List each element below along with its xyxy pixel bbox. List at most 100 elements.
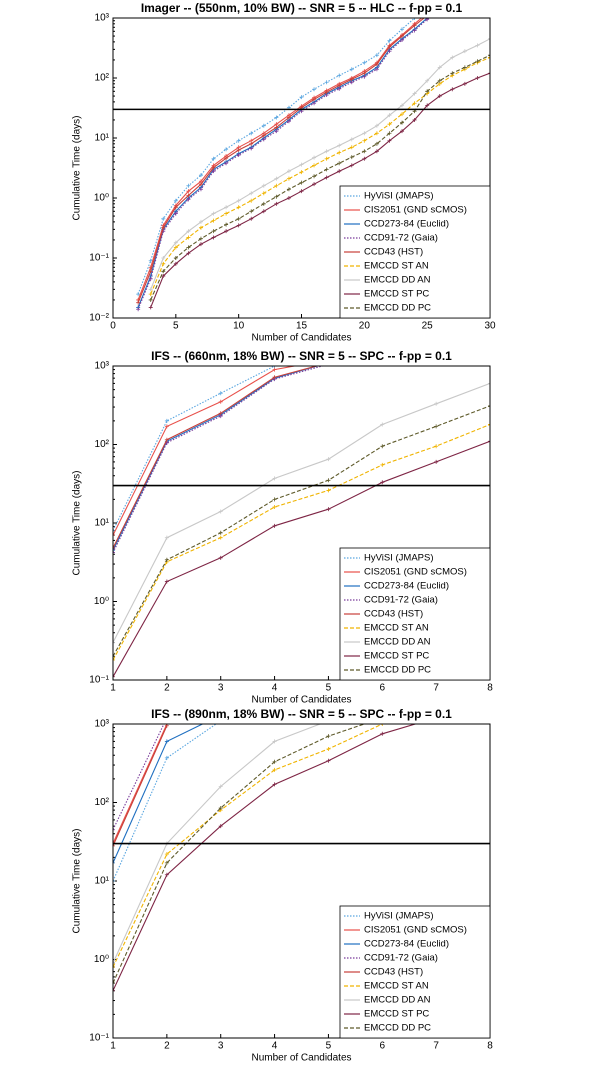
series-line — [150, 56, 490, 295]
point-marker — [186, 183, 191, 188]
point-marker — [218, 399, 223, 404]
point-marker — [113, 965, 115, 970]
point-marker — [261, 191, 266, 196]
point-marker — [211, 211, 216, 216]
point-marker — [324, 167, 329, 172]
point-marker — [387, 122, 392, 127]
point-marker — [113, 657, 115, 662]
point-marker — [475, 59, 480, 64]
point-marker — [337, 169, 342, 174]
legend-label: EMCCD DD PC — [364, 665, 431, 676]
point-marker — [387, 131, 392, 136]
y-tick-label: 10¹ — [95, 133, 110, 144]
series-group — [113, 724, 418, 993]
x-axis-label: Number of Candidates — [251, 695, 351, 706]
legend-label: CCD91-72 (Gaia) — [364, 233, 438, 244]
x-tick-label: 8 — [487, 1041, 493, 1052]
point-marker — [374, 141, 379, 146]
y-tick-label: 10⁰ — [94, 193, 109, 204]
point-marker — [488, 439, 490, 444]
point-marker — [272, 523, 277, 528]
legend-label: EMCCD DD AN — [364, 637, 431, 648]
chart-title: IFS -- (890nm, 18% BW) -- SNR = 5 -- SPC… — [151, 707, 452, 721]
point-marker — [161, 225, 166, 230]
point-marker — [324, 90, 329, 95]
point-marker — [274, 201, 279, 206]
legend-label: EMCCD DD PC — [364, 303, 431, 314]
point-marker — [412, 91, 417, 96]
point-marker — [362, 138, 367, 143]
x-tick-label: 2 — [164, 1041, 170, 1052]
point-marker — [362, 60, 367, 65]
x-tick-label: 1 — [110, 683, 116, 694]
x-tick-label: 20 — [359, 321, 371, 332]
point-marker — [218, 411, 223, 416]
series-line — [137, 18, 423, 301]
point-marker — [324, 156, 329, 161]
point-marker — [272, 375, 277, 380]
point-marker — [249, 191, 254, 196]
series-line — [113, 423, 490, 661]
point-marker — [113, 674, 115, 679]
x-tick-label: 15 — [296, 321, 308, 332]
point-marker — [113, 988, 115, 993]
point-marker — [488, 422, 490, 427]
point-marker — [434, 444, 439, 449]
legend-box — [339, 905, 491, 1039]
point-marker — [488, 381, 490, 386]
point-marker — [324, 80, 329, 85]
point-marker — [362, 74, 367, 79]
point-marker — [299, 189, 304, 194]
legend: HyViSI (JMAPS) CIS2051 (GND sCMOS) CCD273-… — [339, 905, 491, 1039]
point-marker — [211, 218, 216, 223]
point-marker — [425, 78, 430, 83]
point-marker — [488, 53, 490, 58]
point-marker — [218, 530, 223, 535]
point-marker — [148, 305, 153, 310]
x-tick-label: 4 — [272, 683, 278, 694]
point-marker — [380, 731, 385, 736]
point-marker — [387, 49, 392, 54]
point-marker — [211, 229, 216, 234]
point-marker — [488, 36, 490, 41]
point-marker — [113, 860, 115, 865]
series-line — [113, 724, 168, 844]
point-marker — [380, 462, 385, 467]
point-marker — [337, 73, 342, 78]
series-group — [113, 366, 490, 679]
point-marker — [236, 198, 241, 203]
legend-label: HyViSI (JMAPS) — [364, 191, 434, 202]
point-marker — [249, 209, 254, 214]
point-marker — [113, 654, 115, 659]
point-marker — [450, 71, 455, 76]
chart-title: Imager -- (550nm, 10% BW) -- SNR = 5 -- … — [141, 1, 463, 15]
point-marker — [198, 236, 203, 241]
point-marker — [374, 149, 379, 154]
point-marker — [274, 129, 279, 134]
point-marker — [113, 843, 115, 848]
point-marker — [272, 767, 277, 772]
x-tick-label: 8 — [487, 683, 493, 694]
point-marker — [337, 150, 342, 155]
point-marker — [272, 504, 277, 509]
point-marker — [312, 101, 317, 106]
x-tick-label: 30 — [484, 321, 496, 332]
point-marker — [272, 782, 277, 787]
series-line — [113, 382, 490, 643]
series-line — [150, 38, 490, 290]
point-marker — [236, 223, 241, 228]
x-tick-label: 6 — [380, 683, 386, 694]
point-marker — [249, 146, 254, 151]
point-marker — [387, 38, 392, 43]
point-marker — [362, 131, 367, 136]
point-marker — [450, 55, 455, 60]
point-marker — [374, 62, 379, 67]
point-marker — [425, 89, 430, 94]
point-marker — [261, 209, 266, 214]
point-marker — [113, 533, 115, 538]
point-marker — [400, 112, 405, 117]
plot-frame — [112, 365, 491, 681]
series-line — [113, 724, 366, 984]
point-marker — [412, 101, 417, 106]
